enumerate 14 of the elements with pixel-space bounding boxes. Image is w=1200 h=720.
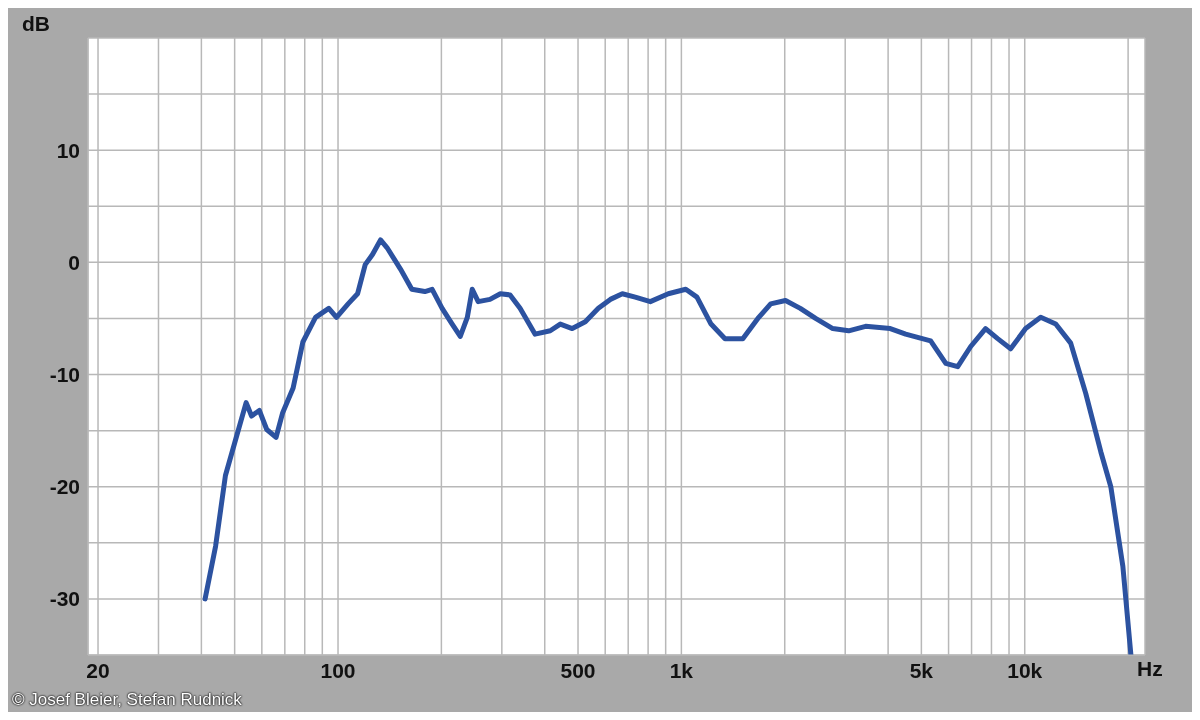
x-tick-label: 1k — [669, 658, 694, 682]
y-tick-label: 0 — [68, 250, 80, 274]
x-tick-label: 10k — [1007, 658, 1043, 682]
y-tick-label: -30 — [49, 587, 80, 611]
x-tick-label: 100 — [320, 658, 356, 682]
y-tick-label: -10 — [49, 363, 80, 386]
y-axis-title: dB — [22, 11, 50, 35]
x-tick-label: 500 — [560, 658, 596, 682]
y-tick-label: -20 — [49, 475, 80, 499]
x-tick-label: 5k — [909, 658, 934, 682]
x-axis-title: Hz — [1137, 657, 1163, 681]
y-tick-label: 10 — [56, 138, 80, 162]
text: © Josef Bleier, Stefan Rudnick — [12, 690, 242, 710]
x-tick-label: 20 — [86, 658, 110, 682]
